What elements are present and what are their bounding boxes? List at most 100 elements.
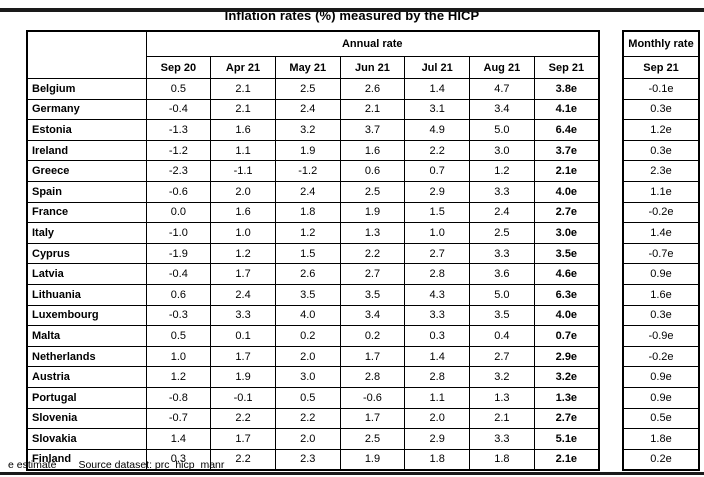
value-cell: 0.5 xyxy=(145,325,212,347)
value-cell: 2.4 xyxy=(469,201,535,224)
value-cell: 2.9 xyxy=(404,428,471,450)
monthly-value-cell: -0.9e xyxy=(622,325,700,347)
column-header-sep-20: Sep 20 xyxy=(145,56,212,79)
value-cell: 3.3 xyxy=(469,428,535,450)
annual-table-header: Annual rate Sep 20 Apr 21 May 21 Jun 21 Jul … xyxy=(26,30,600,79)
value-cell: 1.3 xyxy=(339,222,406,244)
country-label: Netherlands xyxy=(26,345,147,368)
value-cell: 4.0e xyxy=(533,180,600,203)
source-dataset-link[interactable]: prc_hicp_manr xyxy=(154,459,225,471)
value-cell: 2.3 xyxy=(274,448,341,471)
monthly-rate-table: Monthly rate Sep 21 -0.1e 0.3e 1.2e 0.3e 2.3… xyxy=(622,30,700,472)
value-cell: 2.1 xyxy=(339,98,406,121)
annual-table-body: Belgium 0.5 2.1 2.5 2.6 1.4 4.7 3.8e Germany -0.4… xyxy=(26,78,600,471)
monthly-value-cell: 0.9e xyxy=(622,263,700,285)
value-cell: 3.4 xyxy=(339,304,406,327)
value-cell: 1.1 xyxy=(210,139,276,162)
corner-cell xyxy=(26,30,147,79)
value-cell: 0.5 xyxy=(145,78,212,100)
monthly-row: 1.4e xyxy=(622,222,700,244)
value-cell: 3.3 xyxy=(404,304,471,327)
table-row: Latvia -0.4 1.7 2.6 2.7 2.8 3.6 4.6e xyxy=(26,263,600,285)
value-cell: 6.4e xyxy=(533,119,600,141)
monthly-value-cell: -0.2e xyxy=(622,201,700,224)
monthly-value-cell: 1.6e xyxy=(622,283,700,306)
value-cell: 2.7 xyxy=(339,263,406,285)
value-cell: 2.9e xyxy=(533,345,600,368)
monthly-value-cell: 1.2e xyxy=(622,119,700,141)
value-cell: 0.4 xyxy=(469,325,535,347)
monthly-value-cell: -0.1e xyxy=(622,78,700,100)
table-row: France 0.0 1.6 1.8 1.9 1.5 2.4 2.7e xyxy=(26,201,600,224)
value-cell: 6.3e xyxy=(533,283,600,306)
column-header-aug-21: Aug 21 xyxy=(469,56,535,79)
value-cell: 3.0e xyxy=(533,222,600,244)
value-cell: 0.2 xyxy=(274,325,341,347)
value-cell: -1.0 xyxy=(145,222,212,244)
value-cell: -1.3 xyxy=(145,119,212,141)
value-cell: 4.6e xyxy=(533,263,600,285)
value-cell: 1.2 xyxy=(210,242,276,265)
column-header-jul-21: Jul 21 xyxy=(404,56,471,79)
table-row: Lithuania 0.6 2.4 3.5 3.5 4.3 5.0 6.3e xyxy=(26,283,600,306)
value-cell: 4.0 xyxy=(274,304,341,327)
value-cell: 1.2 xyxy=(469,160,535,182)
value-cell: 3.6 xyxy=(469,263,535,285)
country-label: Slovenia xyxy=(26,407,147,430)
value-cell: 1.5 xyxy=(404,201,471,224)
value-cell: 3.5 xyxy=(469,304,535,327)
value-cell: 0.7 xyxy=(404,160,471,182)
column-header-sep-21: Sep 21 xyxy=(533,56,600,79)
value-cell: 1.3 xyxy=(469,386,535,409)
monthly-row: -0.9e xyxy=(622,325,700,347)
monthly-row: 0.2e xyxy=(622,448,700,471)
table-row: Portugal -0.8 -0.1 0.5 -0.6 1.1 1.3 1.3e xyxy=(26,386,600,409)
monthly-value-cell: 1.1e xyxy=(622,180,700,203)
value-cell: 2.4 xyxy=(210,283,276,306)
value-cell: 3.1 xyxy=(404,98,471,121)
value-cell: 3.7 xyxy=(339,119,406,141)
value-cell: 2.2 xyxy=(274,407,341,430)
value-cell: 1.7 xyxy=(339,345,406,368)
value-cell: -1.9 xyxy=(145,242,212,265)
value-cell: 0.0 xyxy=(145,201,212,224)
monthly-value-cell: 1.8e xyxy=(622,428,700,450)
country-label: Portugal xyxy=(26,386,147,409)
monthly-value-cell: 1.4e xyxy=(622,222,700,244)
value-cell: 5.0 xyxy=(469,283,535,306)
value-cell: 1.0 xyxy=(210,222,276,244)
value-cell: 2.7 xyxy=(469,345,535,368)
monthly-table-body: -0.1e 0.3e 1.2e 0.3e 2.3e 1.1e -0.2e 1.4e -0.7e 0… xyxy=(622,78,700,471)
country-label: Malta xyxy=(26,325,147,347)
value-cell: -0.7 xyxy=(145,407,212,430)
value-cell: 2.1 xyxy=(210,98,276,121)
value-cell: 1.5 xyxy=(274,242,341,265)
source-label: Source dataset: xyxy=(78,459,152,471)
value-cell: 2.2 xyxy=(404,139,471,162)
value-cell: 3.7e xyxy=(533,139,600,162)
value-cell: 1.8 xyxy=(274,201,341,224)
value-cell: 3.5 xyxy=(274,283,341,306)
table-row: Malta 0.5 0.1 0.2 0.2 0.3 0.4 0.7e xyxy=(26,325,600,347)
value-cell: 2.0 xyxy=(274,428,341,450)
table-row: Germany -0.4 2.1 2.4 2.1 3.1 3.4 4.1e xyxy=(26,98,600,121)
value-cell: 5.0 xyxy=(469,119,535,141)
value-cell: -0.4 xyxy=(145,263,212,285)
value-cell: 1.6 xyxy=(339,139,406,162)
value-cell: 3.5 xyxy=(339,283,406,306)
value-cell: -0.1 xyxy=(210,386,276,409)
country-label: Austria xyxy=(26,366,147,388)
value-cell: 1.7 xyxy=(210,345,276,368)
value-cell: 1.2 xyxy=(274,222,341,244)
value-cell: 2.8 xyxy=(404,263,471,285)
value-cell: 4.1e xyxy=(533,98,600,121)
country-label: Italy xyxy=(26,222,147,244)
table-row: Belgium 0.5 2.1 2.5 2.6 1.4 4.7 3.8e xyxy=(26,78,600,100)
annual-rate-table: Annual rate Sep 20 Apr 21 May 21 Jun 21 Jul … xyxy=(26,30,600,472)
value-cell: -0.8 xyxy=(145,386,212,409)
value-cell: 3.2e xyxy=(533,366,600,388)
monthly-rate-group-header: Monthly rate xyxy=(622,30,700,57)
country-label: Slovakia xyxy=(26,428,147,450)
value-cell: -1.2 xyxy=(145,139,212,162)
table-row: Austria 1.2 1.9 3.0 2.8 2.8 3.2 3.2e xyxy=(26,366,600,388)
